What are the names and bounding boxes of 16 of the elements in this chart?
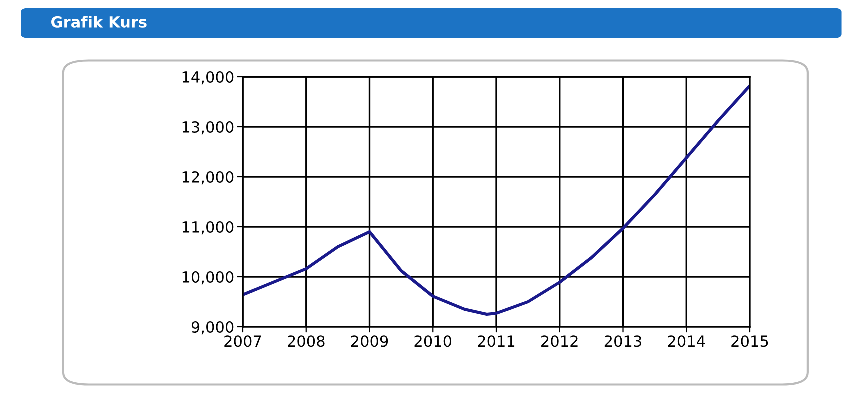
y-tick-label: 9,000 bbox=[192, 321, 234, 335]
x-tick-label: 2010 bbox=[414, 336, 452, 348]
y-tick-label: 10,000 bbox=[182, 271, 234, 285]
x-tick-label: 2015 bbox=[732, 336, 768, 348]
x-tick-label: 2014 bbox=[668, 336, 706, 348]
text: Grafik Kurs bbox=[52, 16, 147, 28]
x-tick-label: 2012 bbox=[542, 336, 578, 348]
x-tick-label: 2011 bbox=[478, 336, 515, 348]
y-tick-label: 11,000 bbox=[182, 221, 234, 235]
y-tick-label: 13,000 bbox=[182, 121, 234, 135]
y-tick-label: 12,000 bbox=[182, 171, 234, 185]
x-tick-label: 2013 bbox=[604, 336, 642, 348]
x-tick-label: 2008 bbox=[288, 336, 325, 348]
x-tick-label: 2007 bbox=[224, 336, 262, 348]
y-tick-label: 14,000 bbox=[182, 71, 234, 85]
x-tick-label: 2009 bbox=[351, 336, 388, 348]
